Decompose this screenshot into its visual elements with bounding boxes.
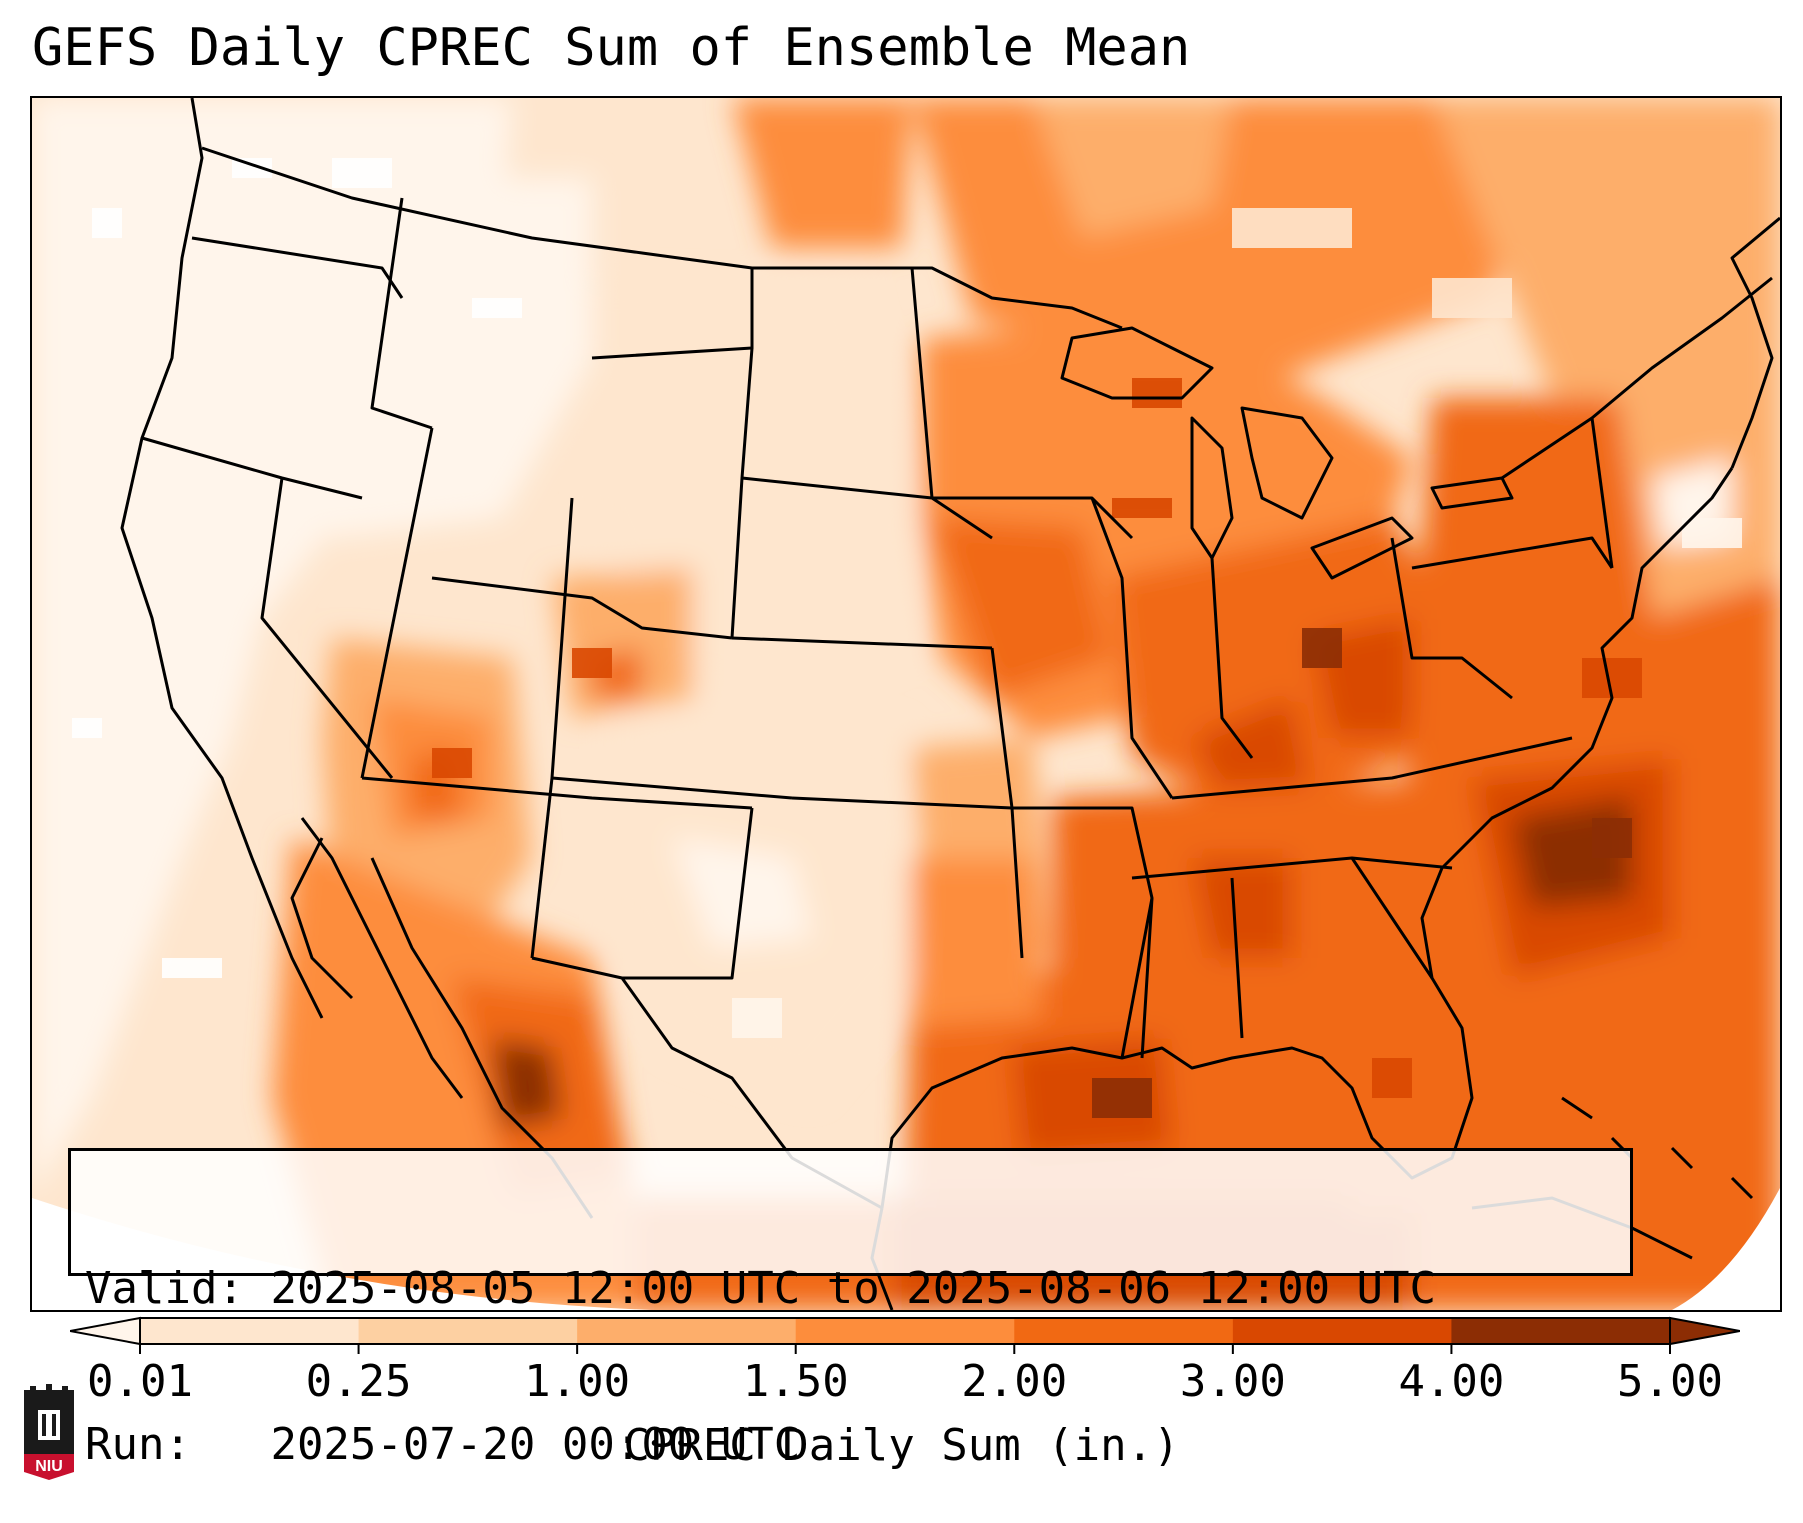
colorbar-extend-high: [1669, 1316, 1740, 1346]
colorbar-segment: [1014, 1318, 1234, 1344]
pacific-coastline: [120, 98, 324, 1019]
border-wv: [1390, 537, 1513, 700]
lake-erie: [1310, 516, 1414, 580]
valid-value: 2025-08-05 12:00 UTC to 2025-08-06 12:00…: [270, 1263, 1437, 1314]
colorbar-tick-label: 5.00: [1617, 1356, 1723, 1407]
map-canvas: [32, 98, 1780, 1310]
colorbar-outline: [139, 1317, 1671, 1345]
projection-edge-right: [1672, 1188, 1780, 1310]
run-row: Run: 2025-07-20 00:00 UTC: [85, 1419, 1616, 1471]
colorbar-tick-label: 2.00: [961, 1356, 1068, 1407]
projection-edge: [32, 1198, 652, 1310]
valid-row: Valid: 2025-08-05 12:00 UTC to 2025-08-0…: [85, 1263, 1616, 1315]
border-al-ga: [1230, 877, 1244, 1039]
colorbar-tick-labels: 0.01 0.25 1.00 1.50 2.00 3.00 4.00 5.00: [0, 1360, 1803, 1420]
valid-label: Valid:: [85, 1263, 244, 1314]
border-nv-ut: [360, 427, 434, 779]
border-az-nm: [530, 777, 554, 959]
border-ks-ok: [731, 636, 993, 650]
precip-field-blocks: [72, 158, 1742, 1118]
border-ga-sc: [1350, 857, 1434, 979]
colorbar-tick-label: 4.00: [1398, 1356, 1505, 1407]
precip-map: [30, 96, 1782, 1312]
border-nm-tx: [622, 807, 754, 980]
colorbar-extend-low: [70, 1316, 141, 1346]
colorbar-segment: [140, 1318, 360, 1344]
border-ny-vt: [1590, 417, 1614, 569]
colorbar-tick-label: 1.50: [742, 1356, 849, 1407]
colorbar-segment: [577, 1318, 797, 1344]
border-ar-ms: [1012, 806, 1154, 1059]
baja-coastline: [290, 817, 464, 1099]
colorbar-tick-label: 0.25: [305, 1356, 412, 1407]
border-az-ut: [361, 776, 753, 810]
map-title: GEFS Daily CPREC Sum of Ensemble Mean: [32, 18, 1191, 78]
colorbar-segment: [795, 1318, 1015, 1344]
colorbar: [70, 1316, 1740, 1354]
colorbar-tick-label: 1.00: [524, 1356, 631, 1407]
colorbar-segment: [1451, 1318, 1671, 1344]
colorbar-title: CPREC Daily Sum (in.): [623, 1420, 1180, 1471]
border-id: [370, 197, 433, 430]
logo-text: NIU: [35, 1458, 63, 1475]
border-mn-dakotas: [910, 267, 934, 499]
border-il-in: [1090, 497, 1174, 799]
lake-ontario: [1430, 476, 1514, 510]
colorbar-tick-label: 3.00: [1179, 1356, 1286, 1407]
st-lawrence: [1501, 276, 1773, 480]
northeast-coastline: [1730, 216, 1780, 469]
colorbar-tick-label: 0.01: [87, 1356, 193, 1407]
run-label: Run:: [85, 1419, 244, 1470]
border-pa-ny: [1411, 536, 1614, 570]
border-tn-ky-va: [1171, 736, 1573, 800]
border-ms-al: [1140, 897, 1154, 1059]
border-ok-tx: [791, 796, 1013, 810]
border-ut-co-north: [431, 576, 733, 640]
colorbar-segment: [1232, 1318, 1452, 1344]
gulf-atlantic-coastline: [880, 467, 1734, 1209]
colorbar-segment: [358, 1318, 578, 1344]
valid-run-info-box: Valid: 2025-08-05 12:00 UTC to 2025-08-0…: [68, 1148, 1633, 1470]
border-nv-ca: [260, 477, 394, 779]
border-in-oh: [1210, 557, 1254, 759]
niu-logo-icon: NIU: [24, 1384, 74, 1480]
border-wa-or: [191, 236, 404, 299]
lake-huron: [1240, 406, 1334, 520]
run-value: 2025-07-20 00:00 UTC: [270, 1419, 801, 1470]
canada-border: [201, 146, 1123, 330]
lake-superior: [1060, 326, 1214, 400]
